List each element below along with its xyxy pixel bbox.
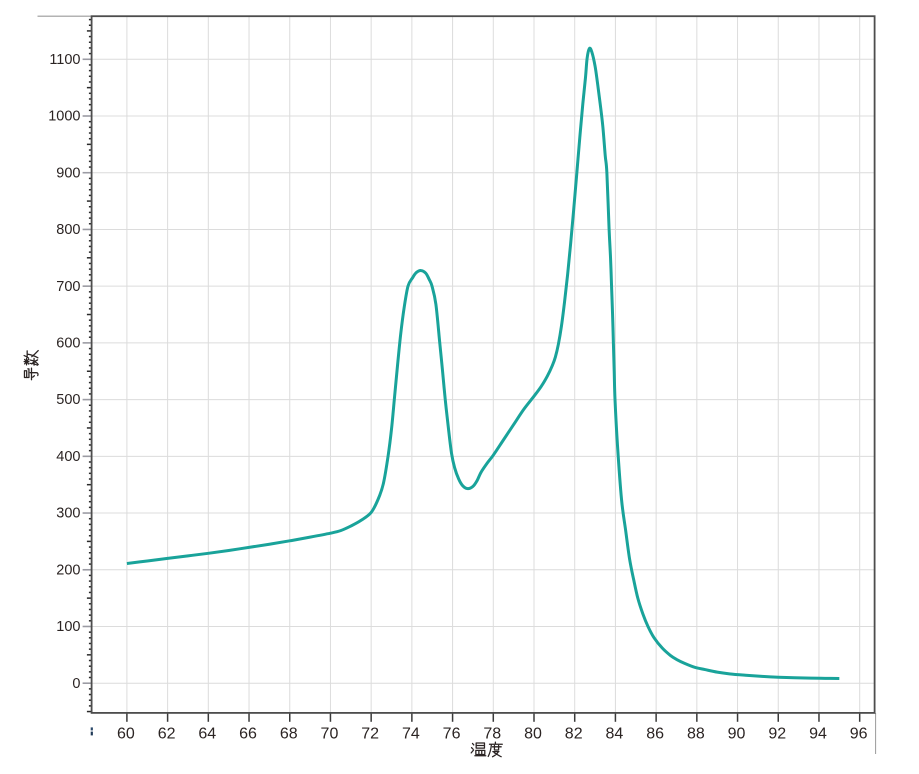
svg-text:400: 400	[56, 449, 80, 465]
svg-text:0: 0	[72, 676, 80, 692]
svg-text:1000: 1000	[48, 109, 80, 125]
svg-text:800: 800	[56, 222, 80, 238]
svg-text:84: 84	[606, 725, 624, 742]
svg-text:600: 600	[56, 335, 80, 351]
svg-text:64: 64	[198, 725, 216, 742]
svg-text:100: 100	[56, 619, 80, 635]
svg-text:500: 500	[56, 392, 80, 408]
svg-text:66: 66	[239, 725, 257, 742]
svg-text:86: 86	[646, 725, 664, 742]
svg-text:62: 62	[158, 725, 176, 742]
svg-text:700: 700	[56, 279, 80, 295]
svg-text:72: 72	[361, 725, 379, 742]
svg-text:82: 82	[565, 725, 583, 742]
svg-text:80: 80	[524, 725, 542, 742]
svg-text:1100: 1100	[49, 52, 80, 68]
svg-text:200: 200	[56, 562, 80, 578]
svg-text:300: 300	[56, 506, 80, 522]
svg-text:60: 60	[117, 725, 135, 742]
svg-text:90: 90	[728, 725, 746, 742]
svg-text:88: 88	[687, 725, 705, 742]
svg-text:92: 92	[768, 725, 786, 742]
svg-text:74: 74	[402, 725, 420, 742]
svg-text:96: 96	[850, 725, 868, 742]
svg-text:900: 900	[56, 165, 80, 181]
svg-text:68: 68	[280, 725, 298, 742]
svg-text:94: 94	[809, 725, 827, 742]
svg-text:70: 70	[321, 725, 339, 742]
svg-text:76: 76	[443, 725, 461, 742]
svg-text:78: 78	[483, 725, 501, 742]
